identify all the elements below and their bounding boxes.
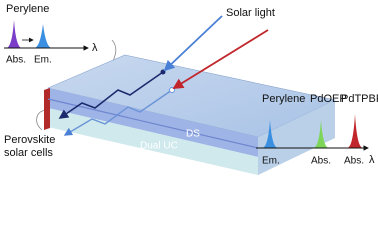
ray-blue: [163, 15, 223, 72]
inset-title: Perylene: [262, 93, 305, 105]
layer-label: Dual UC: [140, 141, 178, 152]
axis-symbol: λ: [92, 42, 98, 54]
diagram: Solar light DS Dual UC Perovskite solar …: [4, 3, 378, 175]
inset-label: Abs.: [311, 156, 331, 167]
top-inset: Perylene λ Abs. Em.: [4, 3, 98, 66]
inset-title: Perylene: [6, 3, 49, 15]
bottom-inset: Perylene PdOEP PdTPBP λ Em. Abs. Abs.: [256, 93, 378, 167]
inset-label: Abs.: [344, 156, 364, 167]
solar-light-label: Solar light: [226, 7, 275, 19]
inset-title: PdOEP: [310, 93, 347, 105]
layer-label: DS: [186, 129, 200, 140]
axis-symbol: λ: [369, 154, 375, 166]
device-label: Perovskite: [4, 134, 55, 146]
inset-label: Em.: [262, 156, 280, 167]
absorb-point: [160, 69, 166, 75]
device-label: solar cells: [4, 147, 53, 159]
inset-title: PdTPBP: [341, 93, 378, 105]
ray-red: [172, 29, 269, 89]
inset-label: Em.: [34, 55, 52, 66]
inset-label: Abs.: [6, 55, 26, 66]
ds-path: [58, 71, 164, 119]
uc-path: [63, 89, 173, 136]
slab: [44, 54, 336, 175]
absorb-point: [169, 87, 175, 93]
